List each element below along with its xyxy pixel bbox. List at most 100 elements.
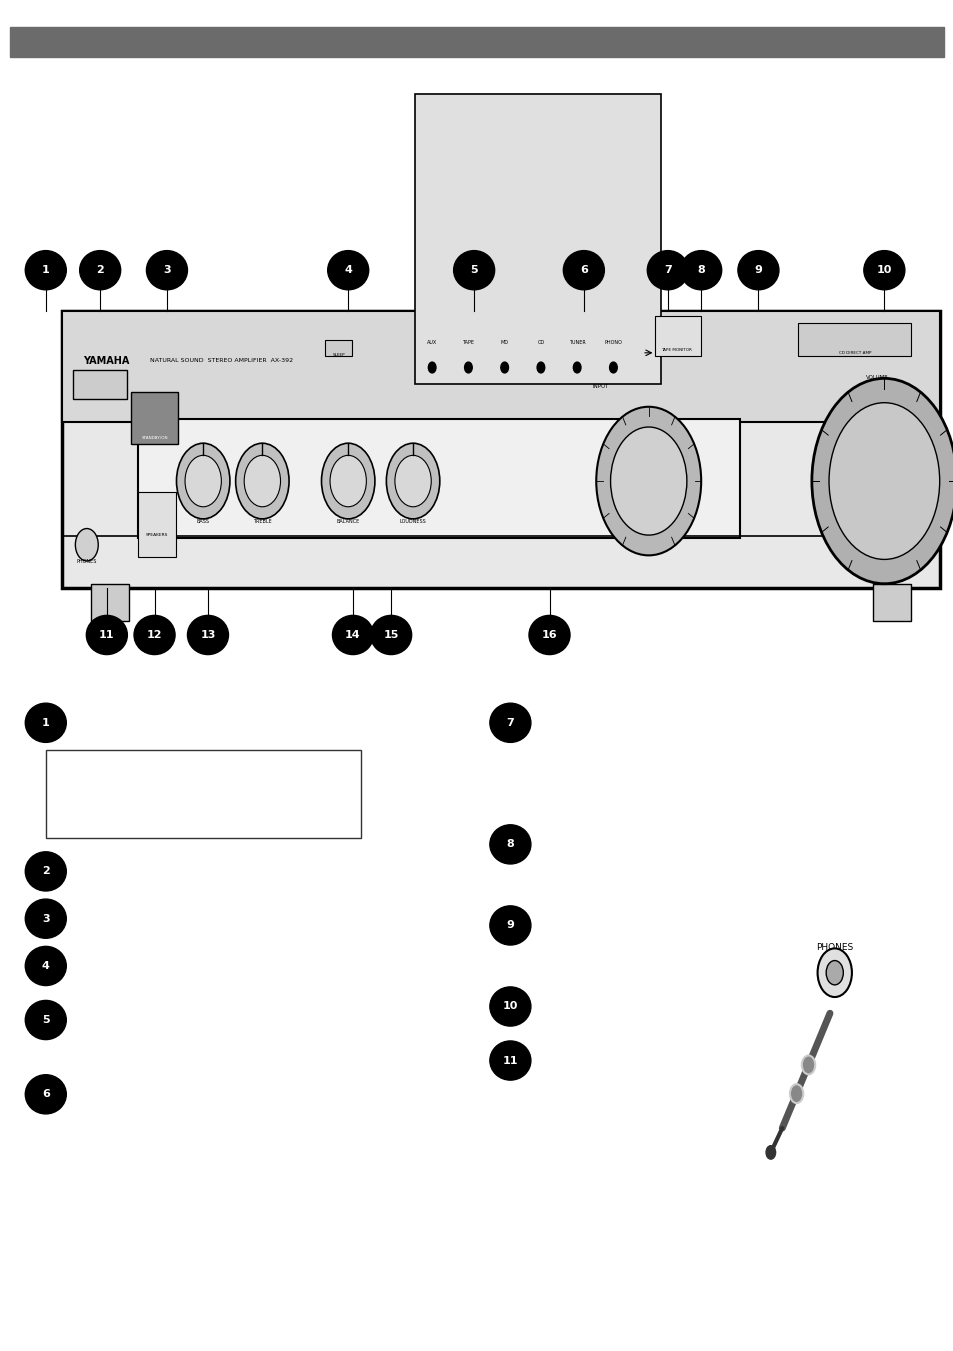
Circle shape bbox=[235, 443, 289, 519]
Ellipse shape bbox=[328, 250, 368, 290]
Bar bbox=[62, 311, 939, 588]
Ellipse shape bbox=[332, 615, 374, 655]
Text: STANDBY/ON: STANDBY/ON bbox=[141, 436, 168, 440]
Text: 2: 2 bbox=[42, 866, 50, 877]
Text: 8: 8 bbox=[506, 839, 514, 850]
Text: CD DIRECT AMP: CD DIRECT AMP bbox=[838, 351, 870, 355]
Text: TAPE: TAPE bbox=[462, 340, 474, 345]
Text: PHONO: PHONO bbox=[604, 340, 621, 345]
Circle shape bbox=[464, 362, 472, 373]
Bar bbox=[138, 492, 176, 557]
Circle shape bbox=[801, 1055, 815, 1074]
Circle shape bbox=[789, 1084, 802, 1102]
Text: TUNER: TUNER bbox=[568, 340, 585, 345]
Bar bbox=[73, 370, 127, 400]
Text: 1: 1 bbox=[42, 265, 50, 276]
Text: 9: 9 bbox=[754, 265, 761, 276]
Text: 7: 7 bbox=[506, 717, 514, 728]
Ellipse shape bbox=[26, 852, 67, 892]
Text: 16: 16 bbox=[541, 630, 557, 640]
Circle shape bbox=[244, 455, 280, 507]
Ellipse shape bbox=[187, 615, 229, 655]
Text: MD: MD bbox=[500, 340, 508, 345]
Text: SPEAKERS: SPEAKERS bbox=[146, 534, 169, 538]
Text: 11: 11 bbox=[99, 630, 114, 640]
Bar bbox=[62, 311, 939, 422]
Bar bbox=[10, 27, 943, 57]
Ellipse shape bbox=[490, 1042, 530, 1081]
Text: 6: 6 bbox=[579, 265, 587, 276]
Text: SLEEP: SLEEP bbox=[332, 353, 345, 357]
Circle shape bbox=[573, 362, 580, 373]
Text: 4: 4 bbox=[42, 961, 50, 971]
Ellipse shape bbox=[26, 1075, 67, 1113]
Ellipse shape bbox=[528, 615, 569, 655]
Circle shape bbox=[817, 948, 851, 997]
Bar bbox=[91, 584, 129, 621]
Circle shape bbox=[500, 362, 508, 373]
Circle shape bbox=[185, 455, 221, 507]
Text: 5: 5 bbox=[42, 1015, 50, 1025]
Text: NATURAL SOUND  STEREO AMPLIFIER  AX-392: NATURAL SOUND STEREO AMPLIFIER AX-392 bbox=[150, 358, 293, 363]
Ellipse shape bbox=[490, 986, 530, 1027]
Bar bbox=[655, 316, 700, 357]
Text: CD: CD bbox=[537, 340, 544, 345]
Text: 12: 12 bbox=[147, 630, 162, 640]
Text: BALANCE: BALANCE bbox=[336, 519, 359, 524]
Text: 6: 6 bbox=[42, 1089, 50, 1100]
Text: 3: 3 bbox=[42, 913, 50, 924]
Ellipse shape bbox=[490, 907, 530, 946]
Text: 13: 13 bbox=[200, 630, 215, 640]
Ellipse shape bbox=[133, 615, 174, 655]
Circle shape bbox=[176, 443, 230, 519]
Ellipse shape bbox=[490, 824, 530, 865]
Text: 14: 14 bbox=[345, 630, 360, 640]
Text: 10: 10 bbox=[876, 265, 891, 276]
Circle shape bbox=[428, 362, 436, 373]
Circle shape bbox=[610, 427, 686, 535]
Text: 5: 5 bbox=[470, 265, 477, 276]
Text: 3: 3 bbox=[163, 265, 171, 276]
Text: 4: 4 bbox=[344, 265, 352, 276]
Ellipse shape bbox=[646, 250, 687, 290]
Circle shape bbox=[596, 407, 700, 555]
Text: TREBLE: TREBLE bbox=[253, 519, 272, 524]
Text: 10: 10 bbox=[502, 1001, 517, 1012]
Bar bbox=[46, 750, 360, 838]
Bar bbox=[798, 323, 910, 357]
Ellipse shape bbox=[738, 250, 778, 290]
Circle shape bbox=[537, 362, 544, 373]
Text: 7: 7 bbox=[663, 265, 671, 276]
Text: PHONES: PHONES bbox=[815, 943, 853, 952]
Circle shape bbox=[330, 455, 366, 507]
Circle shape bbox=[828, 403, 939, 559]
Circle shape bbox=[395, 455, 431, 507]
Circle shape bbox=[386, 443, 439, 519]
Ellipse shape bbox=[79, 250, 120, 290]
Ellipse shape bbox=[370, 615, 412, 655]
Bar bbox=[131, 392, 178, 443]
Ellipse shape bbox=[26, 250, 67, 290]
Text: 15: 15 bbox=[383, 630, 398, 640]
Text: 1: 1 bbox=[42, 717, 50, 728]
Text: 11: 11 bbox=[502, 1055, 517, 1066]
Circle shape bbox=[765, 1146, 775, 1159]
Bar bbox=[872, 584, 910, 621]
Ellipse shape bbox=[26, 1000, 67, 1040]
Bar bbox=[415, 93, 660, 384]
Bar bbox=[325, 340, 352, 357]
Circle shape bbox=[825, 961, 842, 985]
Ellipse shape bbox=[454, 250, 494, 290]
Bar bbox=[138, 419, 739, 538]
Circle shape bbox=[811, 378, 953, 584]
Circle shape bbox=[75, 528, 98, 561]
Text: TAPE MONITOR: TAPE MONITOR bbox=[660, 349, 691, 353]
Ellipse shape bbox=[26, 900, 67, 938]
Ellipse shape bbox=[87, 615, 128, 655]
Text: PHONES: PHONES bbox=[76, 559, 97, 563]
Text: INPUT: INPUT bbox=[592, 384, 609, 389]
Ellipse shape bbox=[680, 250, 720, 290]
Text: LOUDNESS: LOUDNESS bbox=[399, 519, 426, 524]
Text: BASS: BASS bbox=[196, 519, 210, 524]
Ellipse shape bbox=[863, 250, 903, 290]
